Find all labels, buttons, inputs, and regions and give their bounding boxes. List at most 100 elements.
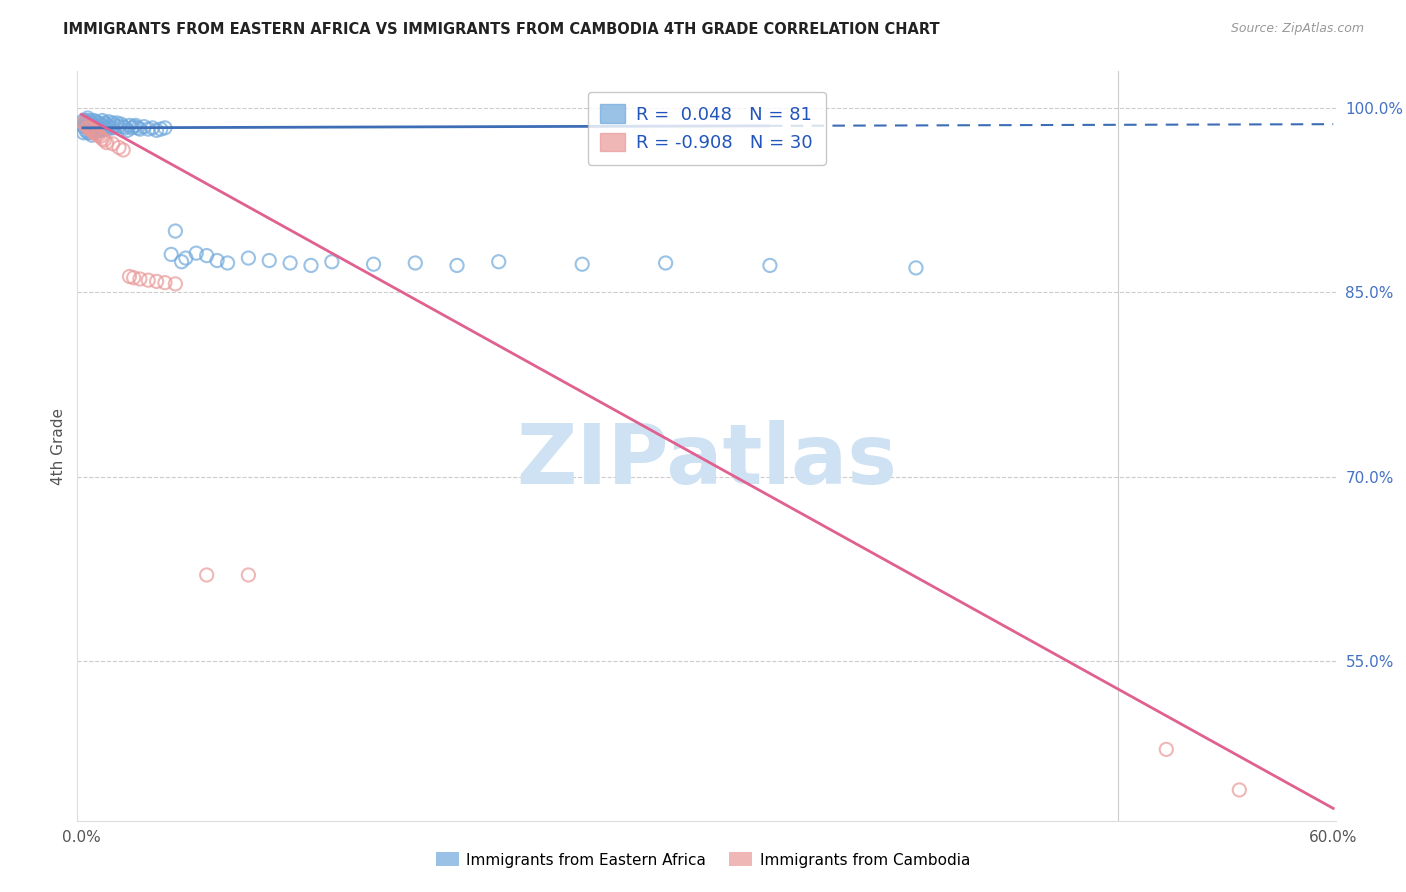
Point — [76, 120, 98, 134]
Point — [145, 274, 167, 288]
Point — [79, 113, 101, 128]
Point — [446, 259, 468, 273]
Point — [72, 126, 94, 140]
Point — [205, 253, 228, 268]
Point — [110, 117, 132, 131]
Point — [238, 568, 260, 582]
Point — [80, 116, 103, 130]
Point — [96, 122, 118, 136]
Text: Source: ZipAtlas.com: Source: ZipAtlas.com — [1230, 22, 1364, 36]
Point — [238, 251, 260, 265]
Point — [76, 126, 98, 140]
Point — [93, 116, 115, 130]
Point — [108, 140, 131, 154]
Point — [129, 122, 152, 136]
Point — [1227, 783, 1250, 797]
Point — [91, 132, 114, 146]
Point — [114, 120, 136, 135]
Y-axis label: 4th Grade: 4th Grade — [51, 408, 66, 484]
Point — [108, 120, 131, 134]
Point — [83, 123, 105, 137]
Point — [118, 269, 141, 284]
Point — [571, 257, 593, 271]
Point — [84, 127, 107, 141]
Point — [104, 119, 127, 133]
Point — [83, 126, 105, 140]
Point — [72, 120, 94, 134]
Point — [79, 120, 101, 134]
Point — [122, 270, 145, 285]
Point — [83, 124, 105, 138]
Point — [76, 120, 98, 135]
Point — [101, 120, 124, 135]
Point — [80, 123, 103, 137]
Point — [75, 123, 97, 137]
Point — [259, 253, 281, 268]
Point — [136, 273, 159, 287]
Point — [404, 256, 426, 270]
Point — [121, 120, 143, 135]
Point — [195, 568, 218, 582]
Point — [80, 120, 103, 135]
Point — [75, 116, 97, 130]
Point — [174, 251, 197, 265]
Point — [72, 113, 94, 128]
Point — [80, 120, 103, 134]
Point — [93, 133, 115, 147]
Point — [75, 120, 97, 134]
Point — [76, 116, 98, 130]
Point — [84, 120, 107, 134]
Point — [72, 116, 94, 130]
Legend: Immigrants from Eastern Africa, Immigrants from Cambodia: Immigrants from Eastern Africa, Immigran… — [430, 847, 976, 873]
Text: IMMIGRANTS FROM EASTERN AFRICA VS IMMIGRANTS FROM CAMBODIA 4TH GRADE CORRELATION: IMMIGRANTS FROM EASTERN AFRICA VS IMMIGR… — [63, 22, 939, 37]
Point — [87, 116, 110, 130]
Point — [165, 277, 187, 291]
Point — [105, 116, 128, 130]
Point — [83, 119, 105, 133]
Point — [80, 123, 103, 137]
Point — [101, 116, 124, 130]
Text: ZIPatlas: ZIPatlas — [516, 420, 897, 501]
Point — [195, 249, 218, 263]
Point — [141, 120, 163, 135]
Point — [904, 260, 927, 275]
Point — [321, 254, 343, 268]
Point — [100, 120, 122, 135]
Point — [79, 117, 101, 131]
Point — [87, 128, 110, 143]
Point — [91, 113, 114, 128]
Point — [299, 259, 322, 273]
Point — [96, 117, 118, 131]
Point — [97, 120, 120, 134]
Point — [75, 113, 97, 128]
Point — [654, 256, 676, 270]
Point — [112, 143, 135, 157]
Point — [84, 124, 107, 138]
Point — [363, 257, 385, 271]
Point — [129, 272, 152, 286]
Point — [80, 128, 103, 143]
Point — [145, 123, 167, 137]
Point — [1156, 742, 1178, 756]
Point — [112, 120, 135, 134]
Point — [165, 224, 187, 238]
Point — [186, 246, 208, 260]
Legend: R =  0.048   N = 81, R = -0.908   N = 30: R = 0.048 N = 81, R = -0.908 N = 30 — [588, 92, 825, 165]
Point — [76, 119, 98, 133]
Point — [93, 120, 115, 135]
Point — [79, 120, 101, 135]
Point — [278, 256, 301, 270]
Point — [136, 122, 159, 136]
Point — [87, 120, 110, 135]
Point — [160, 247, 183, 261]
Point — [84, 114, 107, 128]
Point — [97, 114, 120, 128]
Point — [153, 276, 176, 290]
Point — [75, 117, 97, 131]
Point — [96, 136, 118, 150]
Point — [89, 117, 111, 131]
Point — [91, 119, 114, 133]
Point — [153, 120, 176, 135]
Point — [101, 136, 124, 151]
Point — [125, 119, 148, 133]
